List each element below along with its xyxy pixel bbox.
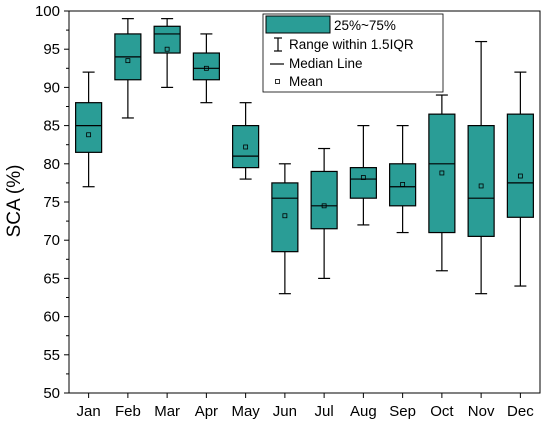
iqr-box: [467, 124, 495, 237]
x-tick-label: Mar: [154, 403, 180, 420]
mean-marker: [203, 65, 209, 71]
box-apr: [192, 33, 220, 104]
x-tick-label: Oct: [430, 403, 454, 420]
iqr-box: [349, 167, 377, 199]
y-tick-label: 80: [43, 156, 60, 173]
iqr-box: [428, 113, 456, 234]
box-nov: [467, 40, 495, 295]
box-may: [232, 102, 260, 180]
x-axis: Jan Feb Mar Apr May Jun Jul Aug Sep Oct Nov Dec: [77, 393, 534, 420]
mean-marker: [360, 175, 366, 180]
y-axis: 50 55 60 65 70 75 80 85 90 95 100: [35, 3, 69, 402]
x-tick-label: Dec: [507, 403, 534, 420]
legend-mean-label: Mean: [289, 74, 323, 89]
iqr-box: [153, 25, 181, 54]
box-sep: [389, 124, 417, 234]
mean-marker: [86, 132, 92, 138]
legend-median-label: Median Line: [289, 56, 363, 71]
mean-marker: [282, 213, 288, 219]
y-tick-label: 75: [43, 194, 60, 211]
mean-marker: [400, 182, 406, 187]
y-tick-label: 90: [43, 79, 60, 96]
legend-range-label: Range within 1.5IQR: [289, 37, 414, 52]
x-tick-label: Jul: [315, 403, 334, 420]
box-mar: [153, 18, 181, 89]
box-jun: [271, 163, 299, 295]
mean-marker: [125, 58, 131, 64]
y-tick-label: 65: [43, 270, 60, 287]
x-tick-label: Aug: [350, 403, 377, 420]
x-tick-label: Feb: [115, 403, 141, 420]
iqr-box: [232, 124, 260, 169]
y-tick-label: 70: [43, 232, 60, 249]
legend-mean-icon: [275, 79, 280, 84]
x-tick-label: Jun: [273, 403, 297, 420]
y-tick-label: 55: [43, 347, 60, 364]
y-tick-label: 50: [43, 385, 60, 402]
box-dec: [506, 71, 534, 287]
y-tick-label: 95: [43, 41, 60, 58]
box-aug: [349, 124, 377, 226]
iqr-box: [310, 170, 338, 230]
iqr-box: [389, 163, 417, 207]
box-feb: [114, 18, 142, 119]
box-jan: [75, 71, 103, 188]
x-tick-label: Sep: [389, 403, 416, 420]
y-axis-title: SCA (%): [4, 165, 25, 238]
mean-marker: [478, 183, 484, 189]
mean-marker: [164, 46, 170, 52]
box-jul: [310, 147, 338, 279]
y-tick-label: 60: [43, 309, 60, 326]
x-tick-label: Jan: [77, 403, 101, 420]
iqr-box: [271, 182, 299, 253]
y-tick-label: 100: [35, 3, 60, 20]
box-series: [75, 18, 534, 295]
x-tick-label: Nov: [468, 403, 495, 420]
x-tick-label: Apr: [195, 403, 218, 420]
legend-range-icon: [274, 37, 282, 52]
legend-box-swatch: [265, 15, 331, 34]
y-tick-label: 85: [43, 118, 60, 135]
mean-marker: [517, 173, 523, 179]
legend: 25%~75% Range within 1.5IQR Median Line …: [262, 13, 444, 93]
iqr-box: [506, 113, 534, 218]
mean-marker: [439, 170, 445, 176]
mean-marker: [243, 144, 249, 150]
box-oct: [428, 94, 456, 272]
x-tick-label: May: [231, 403, 260, 420]
mean-marker: [321, 203, 327, 209]
iqr-box: [75, 102, 103, 153]
legend-box-label: 25%~75%: [334, 18, 396, 33]
